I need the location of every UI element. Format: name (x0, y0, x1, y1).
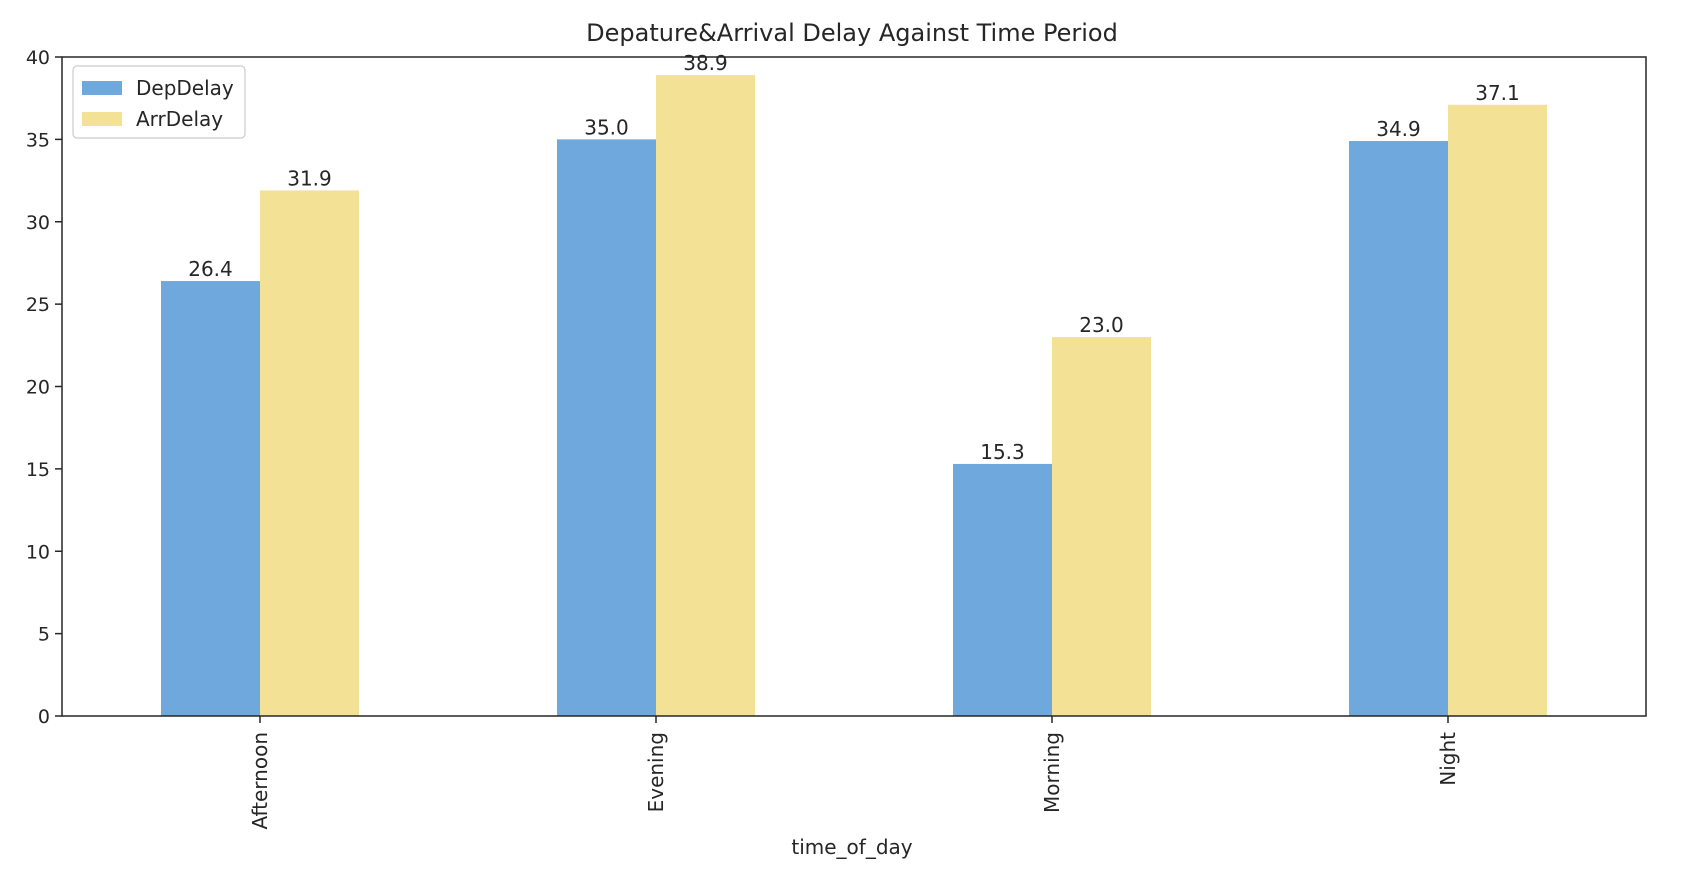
y-tick-label-25: 25 (26, 294, 50, 316)
x-tick-label-morning: Morning (1040, 732, 1064, 813)
bar-depdelay-evening (557, 139, 656, 716)
bar-arrdelay-night (1448, 104, 1547, 717)
x-axis-label: time_of_day (791, 835, 912, 859)
bar-arrdelay-afternoon (260, 190, 359, 716)
y-tick-label-0: 0 (38, 706, 50, 728)
chart-title: Depature&Arrival Delay Against Time Peri… (586, 19, 1118, 47)
y-tick-label-5: 5 (38, 624, 50, 646)
y-tick-label-40: 40 (26, 47, 50, 69)
bars-group (161, 75, 1547, 717)
data-label-arrdelay-morning: 23.0 (1079, 313, 1124, 337)
bar-arrdelay-morning (1052, 337, 1151, 716)
x-tick-label-night: Night (1436, 732, 1460, 786)
y-tick-label-10: 10 (26, 541, 50, 563)
data-label-arrdelay-afternoon: 31.9 (287, 166, 332, 190)
plot-frame (61, 56, 1647, 717)
y-tick-label-20: 20 (26, 377, 50, 399)
legend-swatch-arrdelay (82, 112, 122, 126)
bar-depdelay-afternoon (161, 281, 260, 716)
legend-label-depdelay: DepDelay (136, 76, 234, 100)
data-label-depdelay-morning: 15.3 (980, 440, 1025, 464)
data-label-depdelay-afternoon: 26.4 (188, 257, 233, 281)
value-labels-group: 26.4 31.9 35.0 38.9 15.3 23.0 34.9 37.1 (188, 51, 1520, 464)
y-axis: 0 5 10 15 20 25 30 35 40 (26, 47, 62, 728)
legend: DepDelay ArrDelay (72, 65, 246, 139)
x-tick-label-evening: Evening (644, 732, 668, 812)
data-label-depdelay-night: 34.9 (1376, 117, 1421, 141)
legend-label-arrdelay: ArrDelay (136, 107, 223, 131)
y-tick-label-35: 35 (26, 129, 50, 151)
x-tick-label-afternoon: Afternoon (248, 732, 272, 830)
bar-arrdelay-evening (656, 75, 755, 716)
data-label-arrdelay-evening: 38.9 (683, 51, 728, 75)
y-tick-label-30: 30 (26, 212, 50, 234)
x-axis: Afternoon Evening Morning Night (248, 716, 1460, 830)
legend-swatch-depdelay (82, 81, 122, 95)
y-tick-label-15: 15 (26, 459, 50, 481)
data-label-depdelay-evening: 35.0 (584, 115, 629, 139)
bar-depdelay-morning (953, 463, 1052, 716)
bar-depdelay-night (1349, 141, 1448, 716)
data-label-arrdelay-night: 37.1 (1475, 81, 1520, 105)
